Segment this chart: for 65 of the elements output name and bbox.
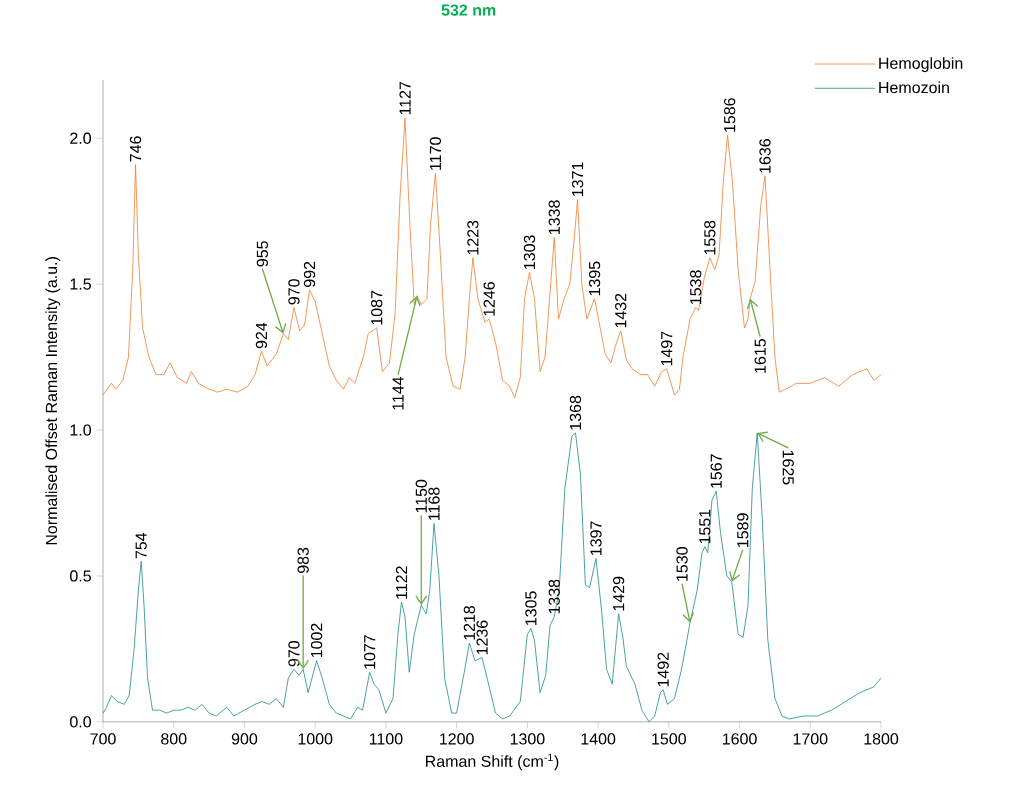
x-tick-label: 1500 (652, 733, 686, 745)
annotation: 1432 (615, 293, 627, 328)
annotation: 1397 (590, 521, 602, 556)
y-tick-label: 1.0 (70, 424, 92, 436)
x-tick-label: 1700 (793, 733, 828, 745)
y-tick-label: 1.5 (70, 278, 91, 290)
annotation: 1218 (463, 605, 476, 640)
annotation: 983 (297, 547, 309, 574)
legend-label: Hemoglobin (879, 57, 963, 73)
annotation: 1223 (467, 220, 479, 255)
x-tick-label: 1100 (369, 733, 403, 745)
annotation: 1236 (476, 620, 488, 655)
annotation: 1303 (523, 235, 536, 270)
x-axis-title: Raman Shift (cm$^{-1}$) (426, 753, 559, 771)
x-tick-label: 1400 (581, 733, 616, 745)
annotation: 1497 (661, 331, 673, 366)
annotation: 1170 (429, 137, 442, 170)
annotation: 1538 (690, 270, 702, 305)
annotation: 1567 (710, 454, 722, 488)
annotation: 1551 (699, 509, 711, 544)
annotation: 924 (255, 322, 268, 349)
annotation: 1492 (657, 652, 669, 687)
annotation: 1338 (548, 579, 560, 614)
annotation: 1558 (704, 220, 716, 255)
annotation: 1586 (723, 98, 736, 132)
x-tick-label: 1800 (864, 733, 899, 745)
chart-title: 532 nm (441, 4, 496, 16)
y-tick-label: 0.0 (70, 716, 92, 728)
annotation: 1429 (612, 576, 625, 611)
annotation: 1371 (571, 162, 584, 197)
annotation: 1530 (676, 547, 688, 581)
annotation: 754 (135, 532, 147, 559)
x-tick-label: 1200 (440, 733, 474, 745)
y-axis-title: Normalised Offset Raman Intensity (a.u.) (45, 257, 61, 545)
x-tick-label: 800 (161, 733, 187, 745)
x-tick-label: 1300 (510, 733, 545, 745)
annotation: 970 (288, 641, 300, 667)
x-tick-label: 1600 (722, 733, 757, 745)
annotation: 1636 (759, 139, 771, 173)
annotation: 1144 (392, 376, 404, 410)
x-tick-label: 1000 (298, 733, 333, 745)
annotation: 1338 (548, 200, 560, 235)
annotation: 1150 (415, 479, 427, 513)
legend-label: Hemozoin (879, 81, 949, 94)
x-tick-label: 700 (90, 733, 116, 745)
annotation: 1625 (782, 450, 794, 485)
y-tick-label: 0.5 (70, 570, 91, 582)
annotation: 970 (288, 279, 300, 305)
annotation: 1122 (395, 566, 408, 599)
annotation: 1368 (569, 395, 582, 430)
annotation: 1395 (588, 261, 601, 296)
annotation: 1615 (754, 339, 766, 373)
annotation: 1127 (399, 82, 411, 115)
annotation: 1077 (363, 635, 376, 669)
annotation: 992 (303, 261, 316, 288)
annotation: 1002 (310, 623, 323, 658)
annotation: 746 (129, 136, 142, 162)
annotation: 1246 (483, 282, 495, 316)
annotation: 1305 (525, 591, 537, 626)
annotation: 955 (256, 241, 269, 267)
annotation: 1589 (737, 513, 749, 548)
x-tick-label: 900 (231, 733, 258, 745)
annotation: 1168 (428, 487, 440, 521)
annotation: 1087 (371, 290, 383, 325)
y-tick-label: 2.0 (70, 132, 92, 144)
